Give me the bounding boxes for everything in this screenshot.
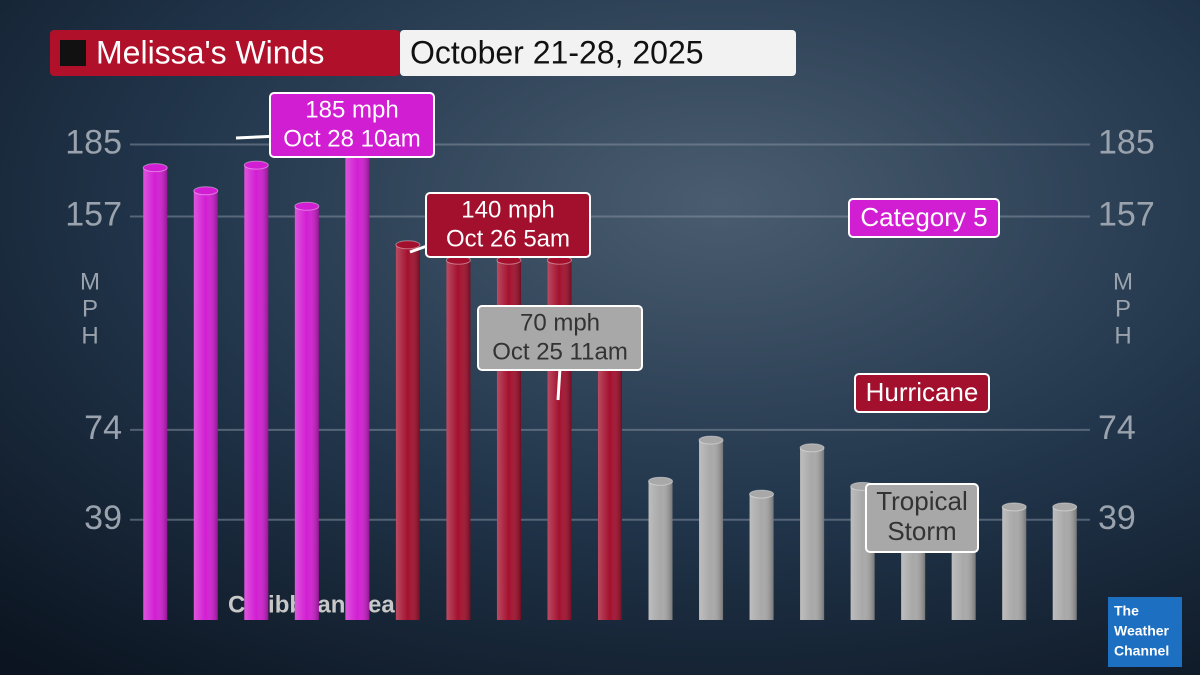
bar-cap: [749, 489, 775, 499]
bar-cap: [243, 160, 269, 170]
y-tick-label: 74: [1098, 409, 1136, 447]
bar-cap: [698, 435, 724, 445]
title-box: [50, 30, 400, 76]
bar-cap: [294, 201, 320, 211]
bar-group: [142, 163, 168, 620]
bar-shade: [143, 167, 168, 620]
bar-shade: [395, 244, 420, 620]
title-bar: Melissa's Winds October 21-28, 2025: [50, 30, 796, 76]
logo-text: Channel: [1114, 643, 1169, 659]
logo-box: [1108, 597, 1182, 667]
y-tick-label: 74: [84, 409, 122, 447]
bar-cap: [1052, 502, 1078, 512]
legend-label: Hurricane: [866, 377, 979, 407]
bar-cap: [142, 163, 168, 173]
annotation-box: [477, 305, 643, 371]
y-tick-label: 157: [65, 195, 122, 233]
chart-subtitle: October 21-28, 2025: [410, 34, 704, 70]
bar-group: [445, 255, 471, 620]
bar-group: [799, 443, 825, 620]
bar-cap: [648, 476, 674, 486]
bar-cap: [395, 240, 421, 250]
bar-shade: [294, 206, 319, 621]
bar-shade: [800, 447, 825, 620]
bar-group: [648, 476, 674, 620]
y-tick-label: 39: [1098, 499, 1136, 537]
bar-shade: [1052, 506, 1077, 620]
annotation-text: Oct 26 5am: [446, 225, 570, 252]
y-tick-label: 185: [1098, 124, 1155, 162]
y-tick-label: 185: [65, 124, 122, 162]
bar-shade: [244, 165, 269, 621]
bar-shade: [446, 260, 471, 620]
bar-shade: [749, 494, 774, 620]
annotation-box: [269, 92, 435, 158]
legend-label: Category 5: [860, 202, 987, 232]
y-axis-label: M: [80, 268, 100, 295]
bar-group: [344, 140, 370, 621]
legend-box: [854, 373, 990, 413]
annotation-text: 185 mph: [305, 96, 398, 123]
annotation-text: Oct 28 10am: [283, 125, 420, 152]
bar-group: [749, 489, 775, 620]
bar-group: [395, 240, 421, 620]
bar-shade: [193, 190, 218, 620]
logo-text: The: [1114, 603, 1139, 619]
annotation-arrow: [556, 367, 562, 401]
y-axis-label: P: [82, 295, 98, 322]
y-axis-label: H: [81, 322, 98, 349]
y-axis-label: H: [1114, 322, 1131, 349]
bar-group: [243, 160, 269, 621]
bar-group: [1052, 502, 1078, 620]
bar-group: [193, 186, 219, 620]
annotation-text: 70 mph: [520, 309, 600, 336]
title-icon: [60, 40, 86, 66]
y-axis-label: M: [1113, 268, 1133, 295]
bar-cap: [799, 443, 825, 453]
bar-group: [597, 322, 623, 620]
bar-shade: [1002, 506, 1027, 620]
annotation-text: 140 mph: [461, 196, 554, 223]
chart-title: Melissa's Winds: [96, 34, 324, 70]
annotation-text: Oct 25 11am: [492, 338, 628, 365]
bar-shade: [648, 481, 673, 620]
legend-label: Tropical Storm: [876, 486, 968, 546]
bar-cap: [193, 186, 219, 196]
bar-shade: [699, 440, 724, 620]
bar-group: [294, 201, 320, 621]
logo-text: Weather: [1114, 623, 1170, 639]
bar-cap: [1001, 502, 1027, 512]
bar-group: [1001, 502, 1027, 620]
bar-group: [698, 435, 724, 620]
legend-box: [865, 483, 979, 553]
annotation-box: [425, 192, 591, 258]
logo: The Weather Channel: [1108, 597, 1182, 667]
legend-box: [848, 198, 1000, 238]
subtitle-box: [400, 30, 796, 76]
y-axis-label: P: [1115, 295, 1131, 322]
y-tick-label: 39: [84, 499, 122, 537]
bar-shade: [598, 327, 622, 620]
y-tick-label: 157: [1098, 195, 1155, 233]
bar-shade: [345, 144, 370, 621]
